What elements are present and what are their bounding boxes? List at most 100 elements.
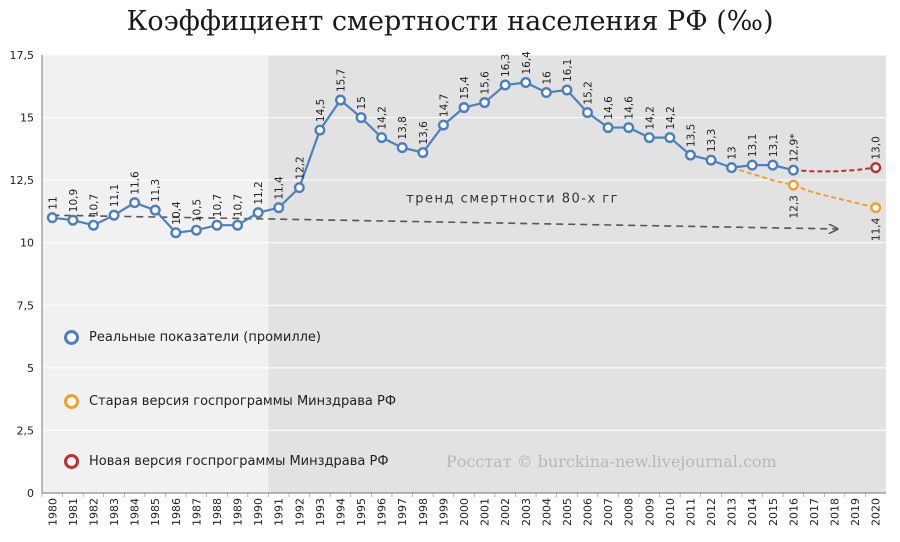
- old-program-point: [870, 202, 882, 214]
- new-program-label: 13,0: [871, 136, 883, 159]
- x-tick-label: 1985: [149, 498, 162, 526]
- x-tick-label: 2017: [808, 498, 821, 526]
- x-tick-label: 2016: [787, 498, 800, 526]
- data-point: [355, 112, 367, 124]
- data-label: 15,6: [480, 71, 492, 95]
- data-label: 16,1: [562, 59, 574, 82]
- x-tick-label: 2011: [684, 498, 697, 526]
- x-tick-label: 1999: [437, 498, 450, 526]
- legend-label: Новая версия госпрограммы Минздрава РФ: [89, 454, 389, 469]
- data-point: [520, 77, 532, 89]
- x-tick-label: 2013: [726, 498, 739, 526]
- data-point: [170, 227, 182, 239]
- data-label: 13,3: [706, 129, 718, 152]
- data-point: [190, 224, 202, 236]
- x-tick-label: 2005: [561, 498, 574, 526]
- x-tick-label: 1987: [190, 498, 203, 526]
- legend-marker-icon: [64, 330, 79, 345]
- data-label: 15,2: [583, 81, 595, 104]
- data-point: [767, 159, 779, 171]
- legend-item-real: Реальные показатели (промилле): [64, 330, 321, 345]
- data-point: [46, 212, 58, 224]
- data-point: [684, 149, 696, 161]
- x-tick-label: 1991: [273, 498, 286, 526]
- data-label: 15: [356, 96, 368, 109]
- legend-label: Реальные показатели (промилле): [89, 330, 322, 345]
- old-program-label: 11,4: [871, 217, 883, 241]
- data-label: 10,7: [212, 194, 224, 217]
- x-tick-label: 2008: [623, 498, 636, 526]
- x-tick-label: 2004: [540, 498, 553, 526]
- x-tick-label: 1988: [211, 498, 224, 526]
- data-point: [602, 122, 614, 134]
- data-label: 14,6: [624, 96, 636, 120]
- data-label: 11,4: [274, 176, 286, 200]
- data-point: [273, 202, 285, 214]
- y-tick-label: 12,5: [10, 174, 35, 187]
- data-label: 14,2: [644, 106, 656, 129]
- x-tick-label: 2012: [705, 498, 718, 526]
- legend-item-new-program: Новая версия госпрограммы Минздрава РФ: [64, 454, 389, 469]
- x-tick-label: 2003: [520, 498, 533, 526]
- data-point: [726, 162, 738, 174]
- x-tick-label: 2001: [479, 498, 492, 526]
- chart-title: Коэффициент смертности населения РФ (‰): [126, 6, 774, 37]
- x-tick-label: 2014: [746, 498, 759, 526]
- data-point: [149, 204, 161, 216]
- x-tick-label: 1989: [232, 498, 245, 526]
- data-label: 13,1: [747, 134, 759, 157]
- data-label: 14,2: [665, 106, 677, 129]
- data-point: [499, 79, 511, 91]
- data-label: 16,4: [521, 51, 533, 75]
- data-point: [664, 132, 676, 144]
- data-label: 11: [47, 196, 59, 209]
- data-point: [232, 219, 244, 231]
- data-point: [396, 142, 408, 154]
- x-tick-label: 2015: [767, 498, 780, 526]
- x-tick-label: 1992: [293, 498, 306, 526]
- x-tick-label: 1996: [376, 498, 389, 526]
- data-point: [314, 124, 326, 136]
- x-tick-label: 1982: [87, 498, 100, 526]
- x-tick-label: 1990: [252, 498, 265, 526]
- data-label: 11,3: [150, 179, 162, 202]
- data-point: [67, 214, 79, 226]
- data-point: [293, 182, 305, 194]
- y-tick-label: 15: [20, 112, 34, 125]
- old-program-line: [731, 166, 876, 209]
- data-label: 13,6: [418, 121, 430, 145]
- legend-marker-icon: [64, 394, 79, 409]
- data-label: 15,7: [335, 69, 347, 92]
- data-label: 10,4: [171, 201, 183, 225]
- x-tick-label: 1981: [67, 498, 80, 526]
- data-label: 13: [727, 146, 739, 159]
- x-tick-label: 2000: [458, 498, 471, 526]
- data-label: 11,6: [130, 171, 142, 195]
- x-tick-label: 1994: [334, 498, 347, 526]
- x-tick-label: 1983: [108, 498, 121, 526]
- x-tick-label: 2006: [582, 498, 595, 526]
- data-label: 10,5: [191, 199, 203, 222]
- trend-label: тренд смертности 80-х гг: [406, 192, 619, 207]
- x-tick-label: 2010: [664, 498, 677, 526]
- y-tick-label: 17,5: [10, 49, 35, 62]
- x-tick-label: 2002: [499, 498, 512, 526]
- plot-background-early: [42, 55, 269, 493]
- data-point: [108, 209, 120, 221]
- old-program-point: [787, 179, 799, 191]
- x-tick-label: 1995: [355, 498, 368, 526]
- data-point: [582, 107, 594, 119]
- data-point: [334, 94, 346, 106]
- data-label: 12,9*: [788, 133, 800, 162]
- y-tick-label: 5: [27, 362, 34, 375]
- old-program-label: 12,3: [788, 195, 800, 218]
- data-point: [87, 219, 99, 231]
- data-point: [643, 132, 655, 144]
- data-point: [787, 164, 799, 176]
- data-label: 14,6: [603, 96, 615, 120]
- data-label: 13,1: [768, 134, 780, 157]
- data-label: 13,5: [685, 124, 697, 147]
- data-point: [252, 207, 264, 219]
- data-point: [437, 119, 449, 131]
- data-label: 16,3: [500, 54, 512, 77]
